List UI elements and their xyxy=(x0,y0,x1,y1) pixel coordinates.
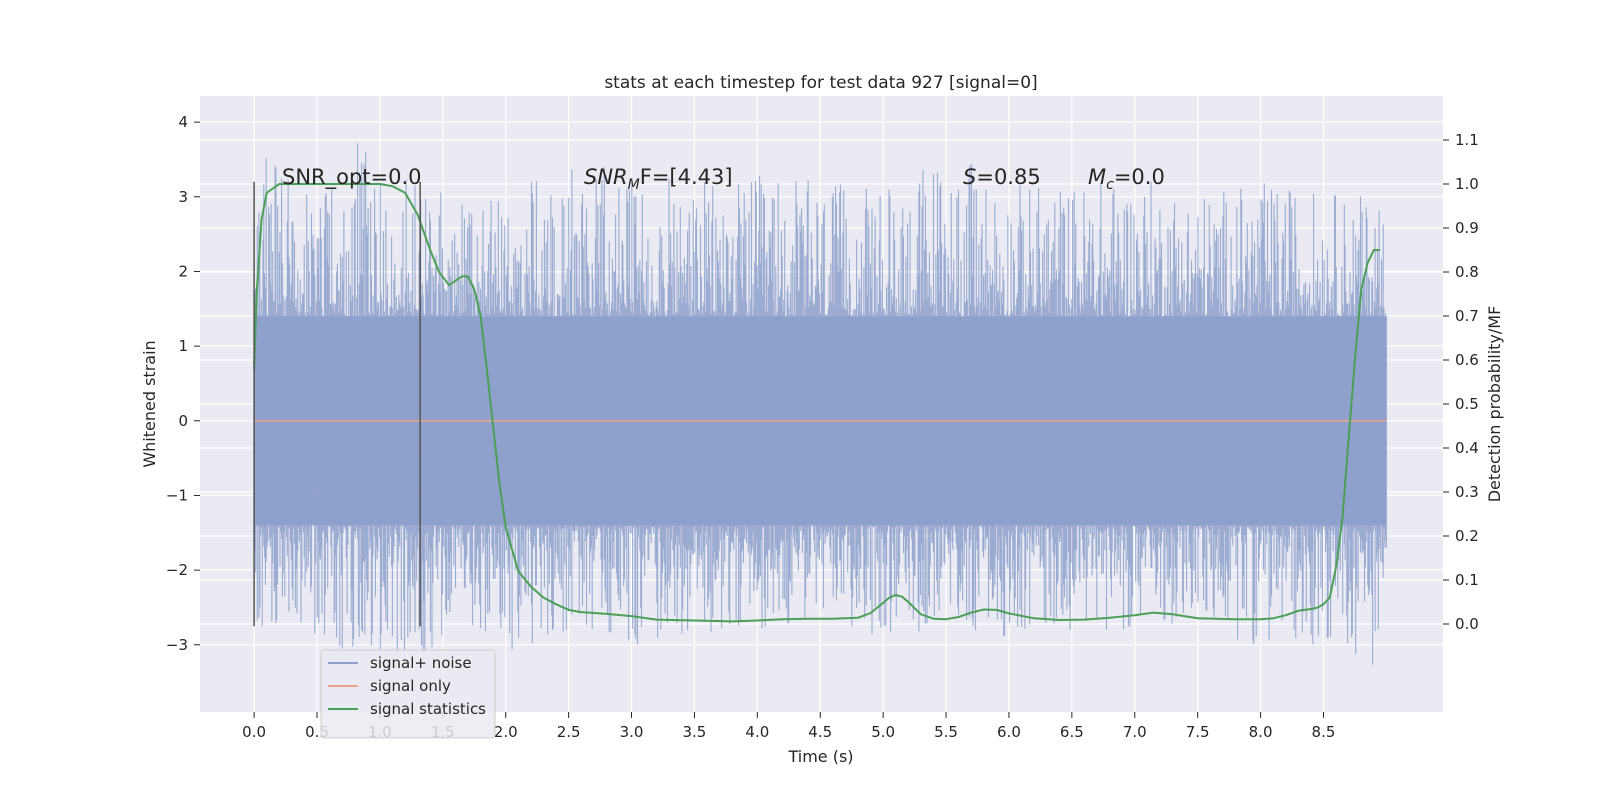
y2-tick-label: 0.8 xyxy=(1455,263,1479,281)
x-tick-label: 3.5 xyxy=(683,723,707,741)
x-tick-label: 3.0 xyxy=(620,723,644,741)
x-tick-label: 6.0 xyxy=(997,723,1021,741)
y-tick-label: 3 xyxy=(178,188,188,206)
x-tick-label: 7.0 xyxy=(1123,723,1147,741)
y2-tick-label: 0.6 xyxy=(1455,351,1479,369)
legend-label-signal-noise: signal+ noise xyxy=(370,654,472,672)
annotation-snr-opt: SNR_opt=0.0 xyxy=(282,165,422,190)
y2-tick-label: 0.4 xyxy=(1455,439,1479,457)
y2-tick-label: 0.0 xyxy=(1455,615,1479,633)
y-tick-label: −2 xyxy=(166,561,188,579)
s-label: S xyxy=(963,165,976,189)
y2-tick-label: 0.3 xyxy=(1455,483,1479,501)
line-series xyxy=(253,183,1387,623)
annotation-mc: Mc=0.0 xyxy=(1088,165,1165,193)
marker-lines xyxy=(253,181,421,627)
y-axis-label: Whitened strain xyxy=(140,340,159,467)
y-tick-label: 2 xyxy=(178,262,188,280)
y-tick-label: 1 xyxy=(178,337,188,355)
y2-tick-label: 0.5 xyxy=(1455,395,1479,413)
x-tick-label: 0.0 xyxy=(242,723,266,741)
mc-base: M xyxy=(1088,165,1106,189)
legend-label-signal-statistics: signal statistics xyxy=(370,700,486,718)
y2-tick-label: 1.1 xyxy=(1455,131,1479,149)
y-tick-label: 0 xyxy=(178,412,188,430)
y2-tick-label: 1.0 xyxy=(1455,175,1479,193)
y-tick-label: −1 xyxy=(166,486,188,504)
y2-tick-label: 0.9 xyxy=(1455,219,1479,237)
legend-box xyxy=(320,649,496,739)
legend: signal+ noise signal only signal statist… xyxy=(320,649,496,739)
x-tick-label: 5.5 xyxy=(934,723,958,741)
x-tick-label: 4.0 xyxy=(745,723,769,741)
x-tick-label: 8.5 xyxy=(1312,723,1336,741)
mc-value: =0.0 xyxy=(1114,165,1165,189)
annotation-snr-mf: SNRMF=[4.43] xyxy=(584,165,733,193)
x-tick-label: 2.5 xyxy=(557,723,581,741)
y-tick-label: 4 xyxy=(178,113,188,131)
y2-axis-label: Detection probability/MF xyxy=(1485,306,1504,503)
snr-mf-sub: M xyxy=(628,177,640,193)
s-value: =0.85 xyxy=(976,165,1040,189)
x-tick-label: 7.5 xyxy=(1186,723,1210,741)
annotation-s: S=0.85 xyxy=(963,165,1041,189)
y2-tick-label: 0.1 xyxy=(1455,571,1479,589)
signal-statistics-line xyxy=(253,183,1381,623)
mc-sub: c xyxy=(1106,177,1114,193)
y2-tick-label: 0.2 xyxy=(1455,527,1479,545)
x-tick-label: 5.0 xyxy=(871,723,895,741)
x-tick-label: 8.0 xyxy=(1249,723,1273,741)
chart-title: stats at each timestep for test data 927… xyxy=(604,73,1037,93)
x-tick-label: 4.5 xyxy=(808,723,832,741)
x-axis-label: Time (s) xyxy=(787,747,853,766)
y2-tick-label: 0.7 xyxy=(1455,307,1479,325)
x-tick-label: 6.5 xyxy=(1060,723,1084,741)
y-tick-label: −3 xyxy=(166,636,188,654)
snr-mf-base: SNR xyxy=(584,165,628,189)
x-tick-label: 2.0 xyxy=(494,723,518,741)
legend-label-signal-only: signal only xyxy=(370,677,451,695)
snr-mf-rest: F=[4.43] xyxy=(640,165,733,189)
